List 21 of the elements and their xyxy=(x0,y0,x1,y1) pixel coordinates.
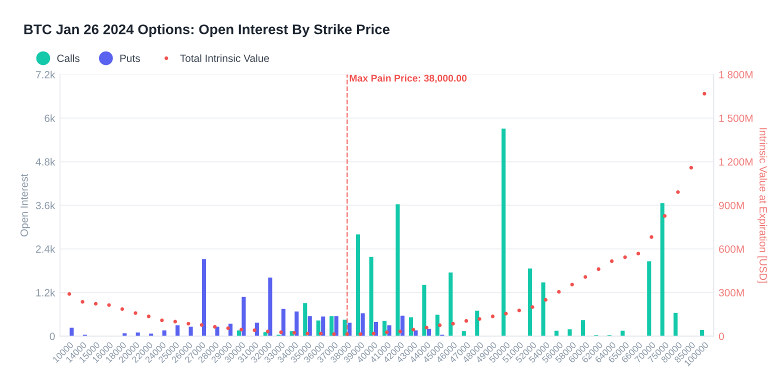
y-tick-label: 4.8k xyxy=(36,158,56,166)
y2-axis-title: Intrinsic Value at Expiration [USD] xyxy=(757,128,768,283)
y-axis-title: Open Interest xyxy=(20,174,30,236)
y2-tick-label: 300M xyxy=(718,289,744,296)
legend-label: Total Intrinsic Value xyxy=(180,54,269,62)
y2-tick-label: 1 200M xyxy=(719,158,752,166)
y-tick-label: 3.6k xyxy=(36,202,56,210)
chart-title: BTC Jan 26 2024 Options: Open Interest By Strike Price xyxy=(24,24,390,38)
ref-line-label: Max Pain Price: 38,000.00 xyxy=(350,74,467,84)
y-tick-label: 6k xyxy=(44,114,56,122)
y-tick-label: 1.2k xyxy=(36,288,56,296)
legend-label: Calls xyxy=(57,54,80,62)
y-tick-label: 7.2k xyxy=(36,70,56,78)
y-tick-label: 0 xyxy=(50,332,55,340)
y2-tick-label: 600M xyxy=(719,245,744,253)
legend-label: Puts xyxy=(120,54,140,62)
y2-tick-label: 900M xyxy=(719,202,744,210)
y-tick-label: 2.4k xyxy=(36,245,56,253)
y2-tick-label: 1 500M xyxy=(719,114,752,122)
y2-tick-label: 0 xyxy=(718,332,724,340)
y2-tick-label: 1 800M xyxy=(719,70,752,78)
